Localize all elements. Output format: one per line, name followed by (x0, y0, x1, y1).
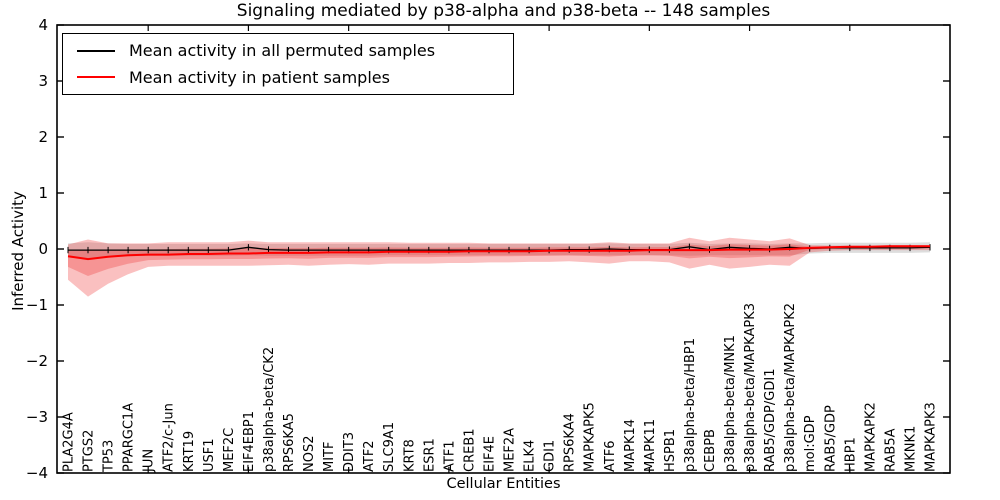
patient-line (67, 245, 930, 261)
x-axis-label: Cellular Entities (446, 476, 561, 492)
category-label: MEF2A (503, 428, 518, 472)
category-label: EIF4EBP1 (242, 411, 257, 472)
category-label: MAPKAPK2 (863, 402, 878, 472)
category-label: EIF4E (483, 436, 498, 472)
category-label: MAPK11 (643, 419, 658, 472)
category-label: JUN (142, 449, 157, 473)
permuted-line (68, 246, 931, 251)
patient-line-swatch (77, 76, 115, 79)
category-label: PPARGC1A (122, 403, 137, 472)
y-tick-label: 2 (38, 128, 48, 146)
legend: Mean activity in all permuted samples Me… (62, 33, 514, 95)
category-label: RAB5/GDP/GDI1 (763, 369, 778, 472)
chart-title: Signaling mediated by p38-alpha and p38-… (236, 1, 771, 21)
category-label: NOS2 (302, 436, 317, 472)
category-label: p38alpha-beta/MNK1 (723, 335, 738, 472)
y-tick-label: 0 (38, 240, 48, 258)
category-label: MITF (322, 442, 337, 472)
category-label: MEF2C (222, 428, 237, 472)
category-label: KRT8 (402, 439, 417, 472)
category-label: ATF1 (442, 440, 457, 472)
category-label: ATF2 (362, 440, 377, 472)
category-label: ATF6 (603, 440, 618, 472)
category-label: GDI1 (543, 440, 558, 472)
category-label: ELK4 (523, 440, 538, 472)
category-label: CREB1 (462, 428, 477, 472)
category-label: p38alpha-beta/MAPKAPK2 (783, 303, 798, 472)
y-tick-label: 3 (38, 72, 48, 90)
legend-label-patient: Mean activity in patient samples (129, 67, 390, 87)
y-tick-label: −4 (26, 464, 48, 482)
category-label: p38alpha-beta/CK2 (262, 347, 277, 472)
y-tick-label: 4 (38, 16, 48, 34)
category-label: CEBPB (703, 429, 718, 472)
category-label: HSPB1 (663, 429, 678, 472)
category-label: MAPKAPK3 (924, 402, 939, 472)
category-label: TP53 (102, 440, 117, 473)
category-label: ESR1 (422, 438, 437, 472)
category-label: mol:GDP (803, 415, 818, 472)
y-tick-label: −3 (26, 408, 48, 426)
category-label: PLA2G4A (62, 412, 77, 472)
category-label: KRT19 (182, 431, 197, 472)
category-label: RAB5/GDP (823, 405, 838, 472)
category-label: HBP1 (843, 437, 858, 472)
category-label: MAPKAPK5 (583, 402, 598, 472)
legend-label-permuted: Mean activity in all permuted samples (129, 41, 436, 61)
y-tick-label: −2 (26, 352, 48, 370)
category-label: RPS6KA5 (282, 413, 297, 472)
category-label: USF1 (202, 438, 217, 472)
y-tick-label: −1 (26, 296, 48, 314)
category-label: p38alpha-beta/HBP1 (683, 338, 698, 472)
category-label: SLC9A1 (382, 422, 397, 472)
permuted-line-swatch (77, 49, 115, 52)
category-label: RPS6KA4 (563, 413, 578, 472)
category-label: RAB5A (883, 428, 898, 472)
legend-item-patient: Mean activity in patient samples (77, 68, 513, 87)
category-label: p38alpha-beta/MAPKAPK3 (743, 303, 758, 472)
legend-item-permuted: Mean activity in all permuted samples (77, 41, 513, 60)
category-label: MKNK1 (904, 426, 919, 472)
category-label: PTGS2 (82, 430, 97, 472)
y-tick-label: 1 (38, 184, 48, 202)
category-label: MAPK14 (623, 419, 638, 472)
category-label: ATF2/c-Jun (162, 403, 177, 472)
category-label: DDIT3 (342, 432, 357, 472)
